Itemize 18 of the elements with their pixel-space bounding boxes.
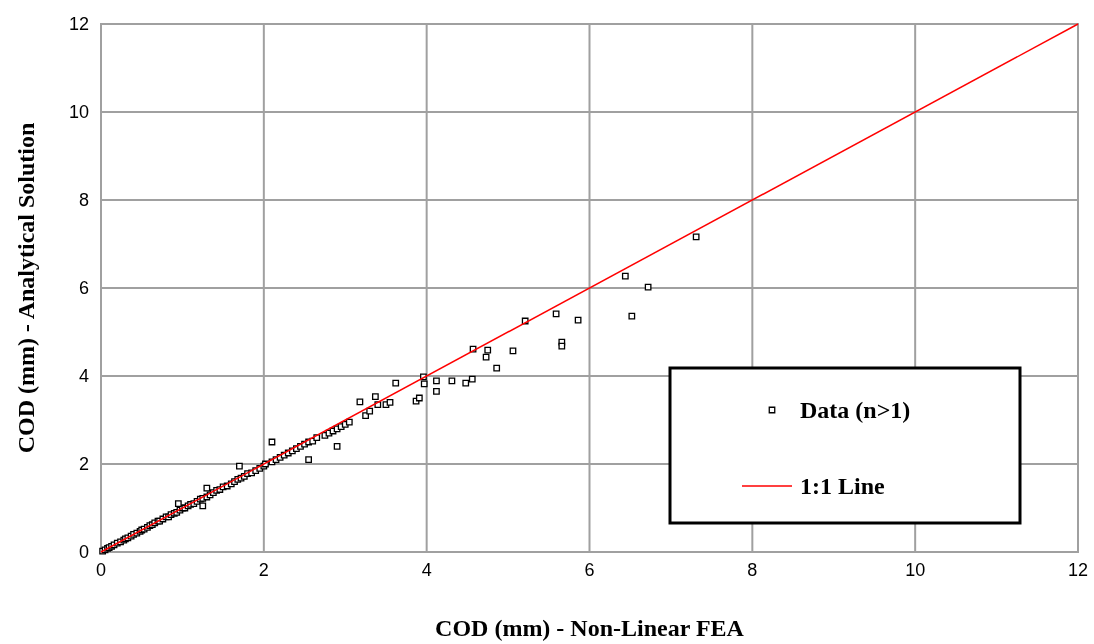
x-tick-label: 10 — [905, 560, 926, 580]
x-tick-label: 4 — [421, 560, 432, 580]
y-tick-label: 10 — [68, 102, 89, 122]
x-tick-label: 2 — [258, 560, 269, 580]
y-tick-label: 6 — [78, 278, 89, 298]
x-tick-label: 6 — [584, 560, 595, 580]
y-tick-label: 12 — [68, 14, 89, 34]
x-tick-label: 12 — [1067, 560, 1089, 580]
x-axis-title: COD (mm) - Non-Linear FEA — [435, 615, 745, 641]
y-tick-label: 4 — [78, 366, 89, 386]
x-tick-label: 8 — [747, 560, 758, 580]
x-tick-label: 0 — [95, 560, 107, 580]
y-tick-label: 8 — [78, 190, 89, 210]
legend-label: Data (n>1) — [800, 397, 911, 423]
y-axis-title: COD (mm) - Analytical Solution — [13, 122, 39, 454]
y-tick-label: 0 — [78, 542, 89, 562]
y-tick-label: 2 — [78, 454, 89, 474]
legend-label: 1:1 Line — [800, 473, 886, 499]
